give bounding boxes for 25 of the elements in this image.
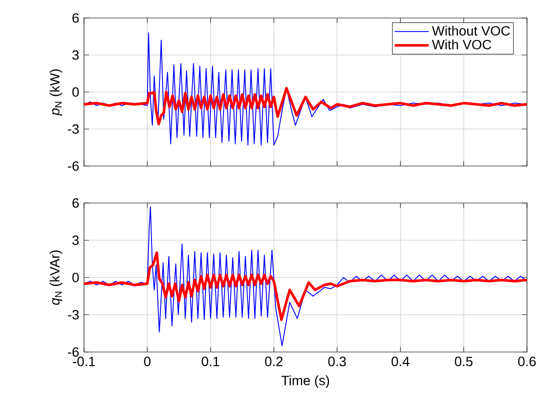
y-tick-label: 6 xyxy=(72,198,79,208)
line-series xyxy=(84,87,527,126)
y-tick-label: -3 xyxy=(68,310,79,320)
x-tick-label: 0.3 xyxy=(328,356,346,366)
legend-label: Without VOC xyxy=(432,26,510,36)
x-tick-label: 0.5 xyxy=(454,356,473,366)
y-axis-title: p$_{N}$ (kW) xyxy=(50,69,62,116)
line-series xyxy=(84,251,527,322)
x-tick-label: 0.1 xyxy=(202,356,220,366)
y-tick-label: -6 xyxy=(68,161,79,171)
y-tick-label: 0 xyxy=(72,87,79,97)
y-tick-label: -6 xyxy=(68,347,79,357)
y-tick-label: 0 xyxy=(72,272,79,282)
x-tick-label: 0.2 xyxy=(265,356,283,366)
x-axis-title: Time (s) xyxy=(281,375,330,388)
y-tick-label: 3 xyxy=(72,50,79,60)
x-tick-label: 0.4 xyxy=(392,356,410,366)
y-tick-label: -3 xyxy=(68,124,79,134)
x-tick-label: -0.1 xyxy=(73,356,95,366)
y-axis-title: q$_{N}$ (kVAr) xyxy=(50,250,62,305)
x-tick-label: 0 xyxy=(144,356,150,366)
y-tick-label: 3 xyxy=(72,235,79,245)
legend-label: With VOC xyxy=(432,39,492,50)
x-tick-label: 0.6 xyxy=(518,356,536,366)
y-tick-label: 6 xyxy=(72,13,79,23)
